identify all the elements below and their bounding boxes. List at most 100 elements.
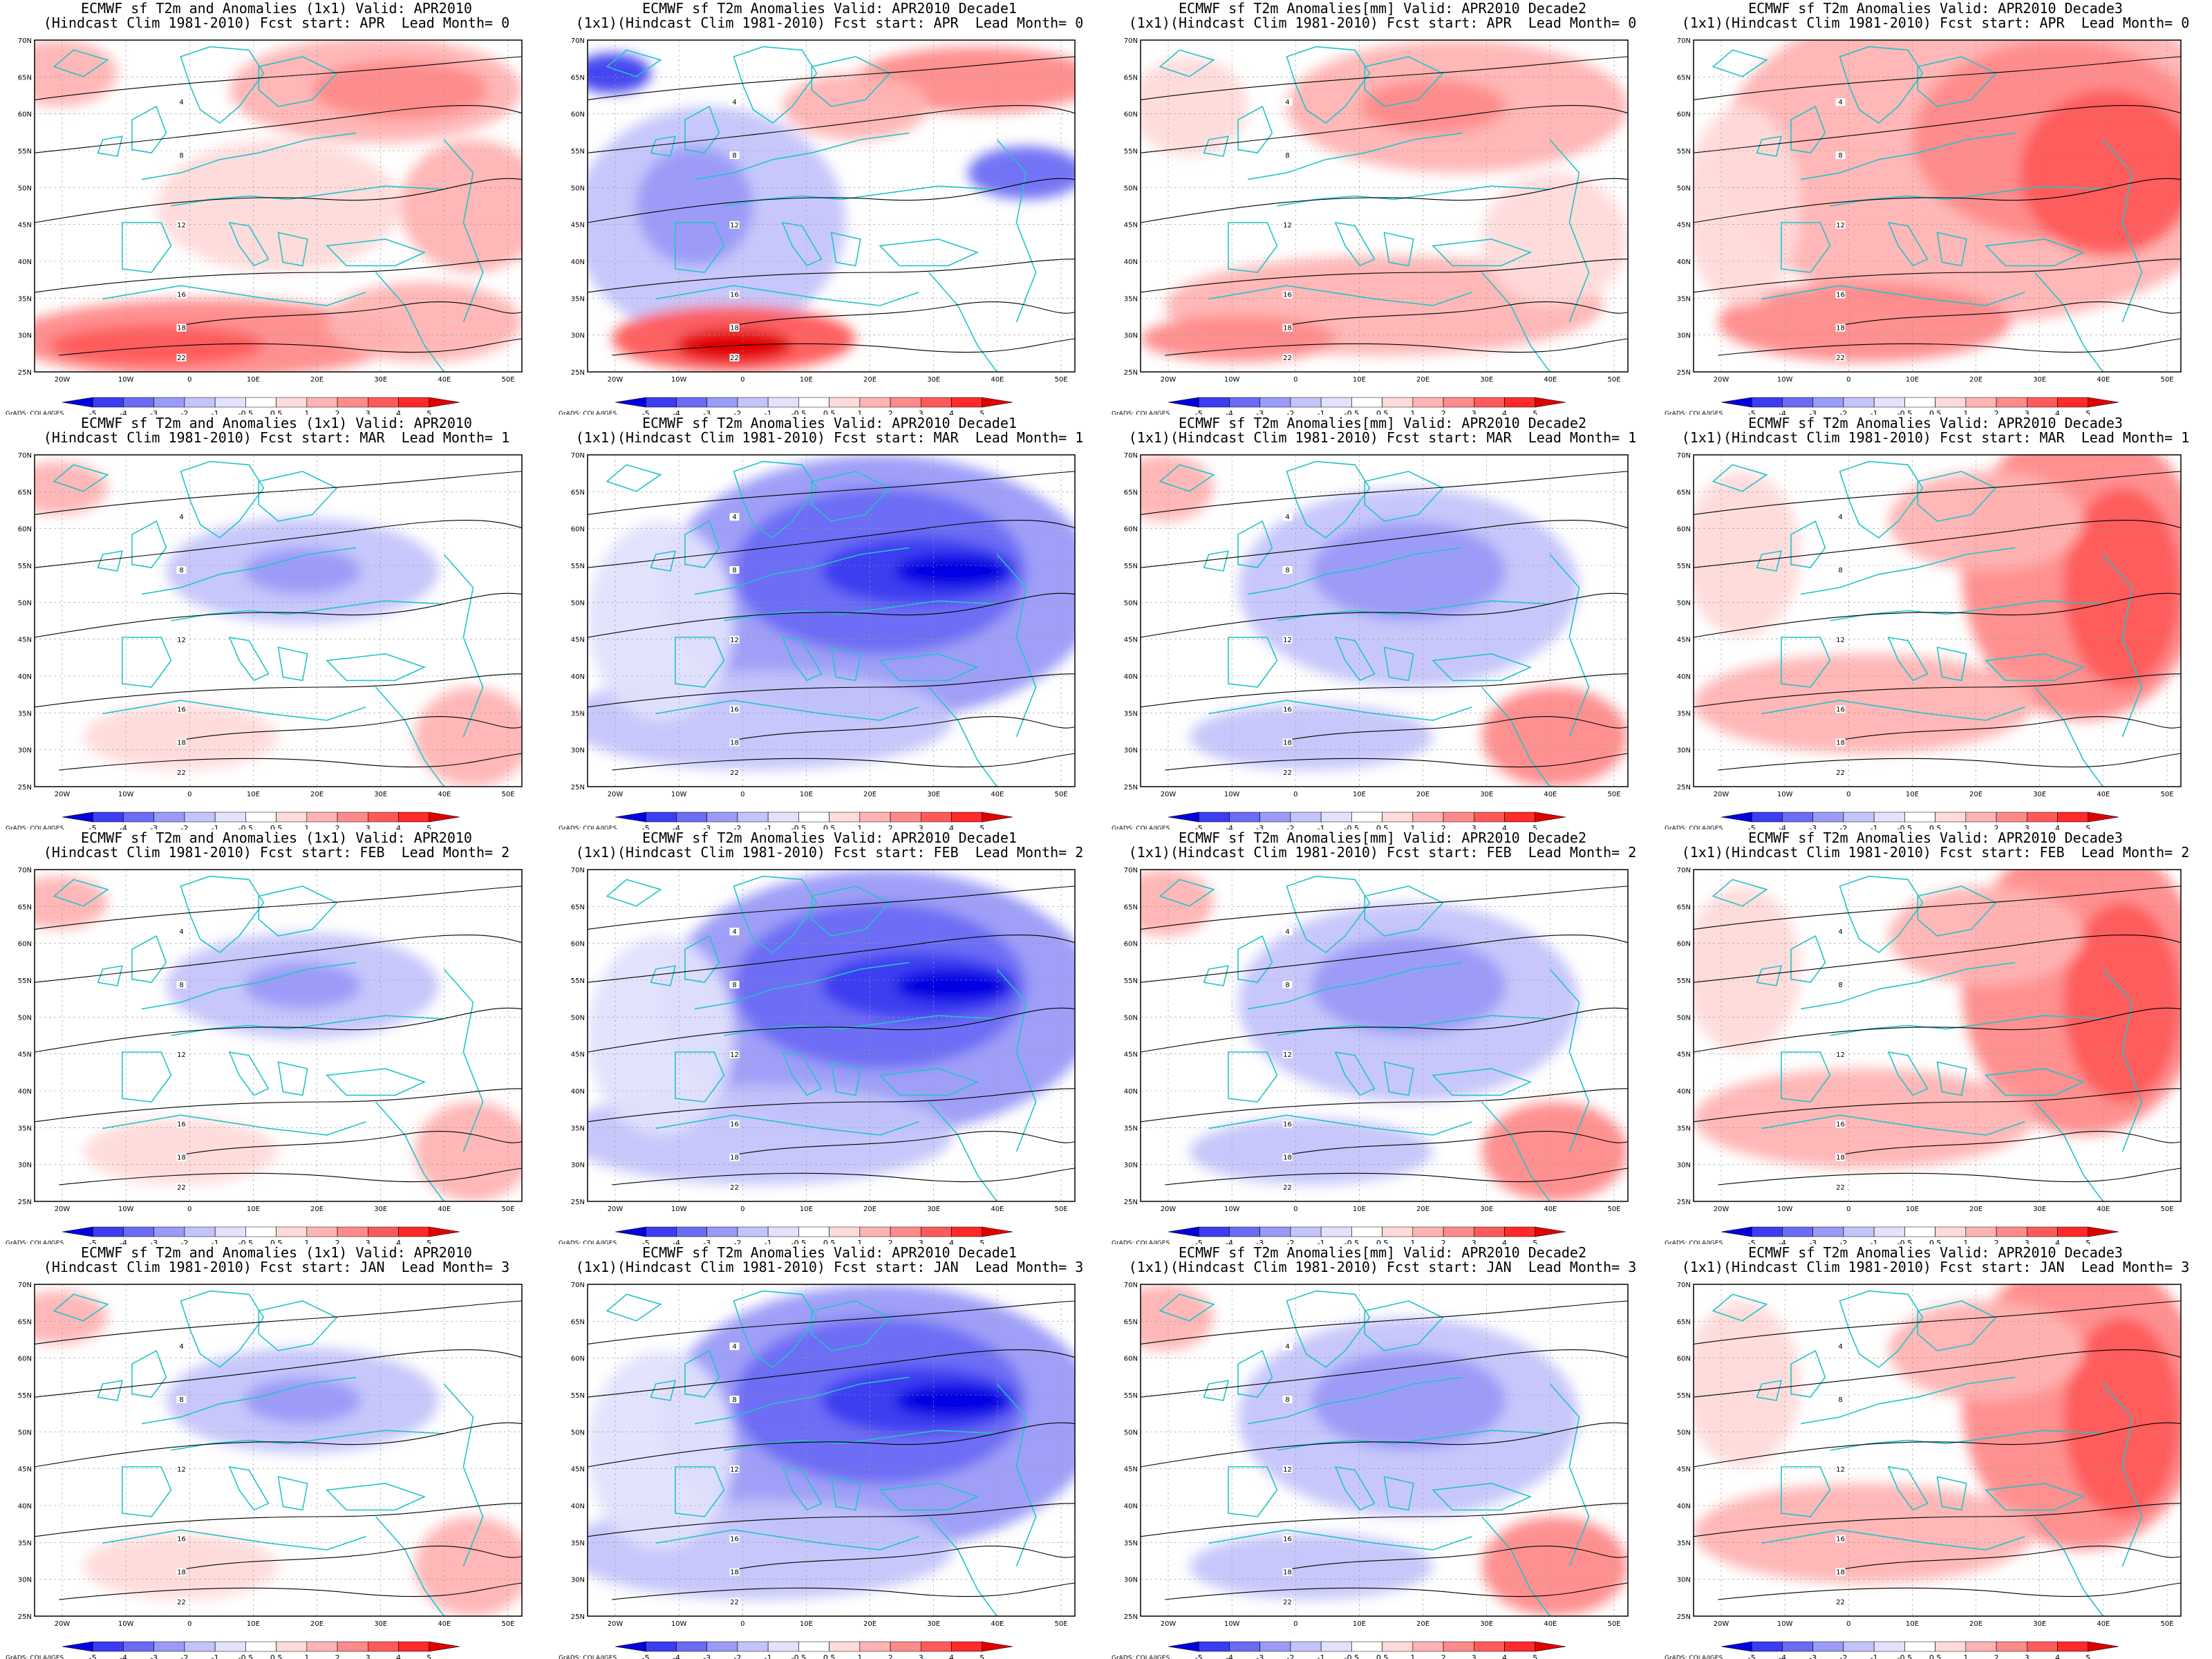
colorbar-segment [676, 1226, 707, 1237]
colorbar-tick-label: 0.5 [1929, 1239, 1942, 1244]
latitude-label: 30N [571, 1162, 585, 1170]
coastline [1228, 1052, 1277, 1102]
coastline [929, 687, 997, 787]
longitude-label: 0 [1293, 1620, 1297, 1628]
latitude-label: 30N [18, 747, 32, 755]
latitude-label: 30N [1124, 1577, 1138, 1584]
longitude-label: 30E [1480, 376, 1493, 384]
longitude-label: 10E [1353, 376, 1366, 384]
coastline [181, 47, 264, 123]
colorbar-tick-label: 5 [980, 1239, 984, 1244]
contour-label: 18 [730, 1154, 739, 1162]
coastline [607, 465, 661, 491]
map-canvas: 481216182270N65N60N55N50N45N40N35N30N25N… [1665, 37, 2182, 415]
contour-label: 4 [732, 1343, 736, 1351]
latitude-label: 55N [1124, 977, 1138, 985]
coastline [444, 554, 482, 737]
coastline [1791, 106, 1825, 153]
contour-label: 22 [1836, 1184, 1845, 1192]
latitude-label: 50N [571, 1014, 585, 1022]
latitude-label: 50N [1124, 1014, 1138, 1022]
colorbar-segment [798, 397, 830, 408]
colorbar-segment [1382, 812, 1414, 823]
colorbar-segment [1782, 397, 1813, 408]
latitude-label: 30N [1124, 1162, 1138, 1170]
panel-title-line1: ECMWF sf T2m and Anomalies (1x1) Valid: … [81, 830, 472, 846]
panel-title-line1: ECMWF sf T2m Anomalies Valid: APR2010 De… [642, 415, 1017, 431]
colorbar [62, 397, 460, 408]
map-frame [34, 1284, 523, 1617]
coastline [132, 106, 166, 153]
colorbar-tick-label: 4 [949, 1239, 954, 1244]
coastline [929, 1517, 997, 1616]
longitude-label: 20W [1714, 791, 1730, 798]
temperature-contour [734, 1546, 1076, 1570]
colorbar-tick-label: 0.5 [823, 409, 836, 415]
temperature-contour [35, 106, 522, 153]
longitude-label: 10W [671, 376, 687, 384]
coastline [1791, 521, 1825, 568]
coastline [734, 462, 817, 538]
colorbar-tick-label: -3 [1256, 1239, 1264, 1244]
coastline [1238, 936, 1272, 982]
coastline [327, 1069, 424, 1095]
panel-title-line1: ECMWF sf T2m Anomalies Valid: APR2010 De… [1748, 0, 2123, 17]
coastline [675, 1467, 724, 1517]
coastline [1277, 1430, 1550, 1450]
colorbar-segment [337, 812, 368, 823]
coastline [832, 1062, 861, 1095]
colorbar-segment [706, 1226, 738, 1237]
contour-label: 18 [1836, 740, 1845, 747]
colorbar-tick-label: -4 [1779, 1239, 1786, 1244]
colorbar-segment [276, 397, 308, 408]
colorbar-segment [337, 1226, 368, 1237]
coastline [1248, 547, 1462, 594]
coastline [376, 1517, 444, 1616]
colorbar-segment [645, 397, 677, 408]
colorbar-tick-label: -4 [120, 409, 127, 415]
temperature-contour [1141, 1008, 1628, 1052]
map-panel: ECMWF sf T2m and Anomalies (1x1) Valid: … [0, 830, 553, 1244]
longitude-label: 10E [247, 1206, 260, 1213]
latitude-label: 40N [1677, 673, 1691, 681]
coastline [279, 1062, 308, 1095]
latitude-label: 45N [1677, 1466, 1691, 1474]
colorbar-segment [2088, 812, 2119, 823]
colorbar-segment [1904, 397, 1936, 408]
anomaly-shading [1694, 106, 1801, 306]
longitude-label: 20E [310, 1620, 324, 1628]
latitude-label: 60N [1124, 526, 1138, 534]
latitude-label: 40N [18, 673, 32, 681]
colorbar-tick-label: -4 [120, 1239, 127, 1244]
colorbar [1168, 1641, 1566, 1652]
colorbar-segment [645, 812, 677, 823]
colorbar-segment [245, 812, 276, 823]
colorbar-tick-label: -0.5 [1344, 1653, 1359, 1659]
coastline [997, 140, 1035, 322]
panel-title: ECMWF sf T2m Anomalies Valid: APR2010 De… [553, 1, 1106, 30]
colorbar-segment [429, 1226, 460, 1237]
colorbar-tick-label: -1 [765, 409, 772, 415]
temperature-contour [1287, 302, 1629, 326]
colorbar-tick-label: -2 [1286, 1653, 1294, 1659]
colorbar-tick-label: -4 [1779, 409, 1786, 415]
contour-label: 8 [732, 1396, 736, 1404]
latitude-label: 50N [1677, 599, 1691, 607]
coastline [1238, 1351, 1272, 1397]
anomaly-shading [894, 969, 1012, 1002]
contour-label: 16 [1836, 1536, 1845, 1544]
coastline [229, 1052, 268, 1095]
colorbar-segment [1535, 812, 1566, 823]
latitude-label: 50N [18, 185, 32, 192]
contour-label: 12 [1836, 222, 1845, 229]
latitude-label: 30N [18, 332, 32, 340]
coastline [1248, 133, 1462, 179]
anomaly-shading [1311, 521, 1506, 621]
coastline [1482, 687, 1550, 787]
latitude-label: 70N [18, 867, 32, 874]
coastline [880, 654, 977, 680]
colorbar-tick-label: -3 [150, 824, 158, 830]
contour-label: 12 [1836, 1466, 1845, 1474]
temperature-contour [588, 1423, 1075, 1467]
coastline [724, 1430, 997, 1450]
